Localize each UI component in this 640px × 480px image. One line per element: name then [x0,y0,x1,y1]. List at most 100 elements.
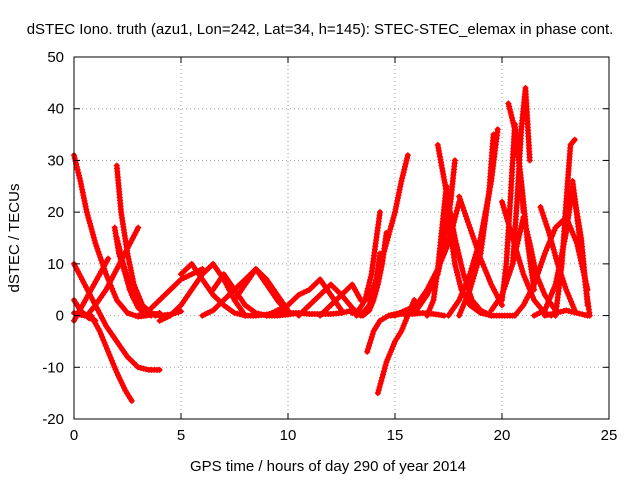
data-point [518,265,525,272]
data-point [538,283,545,290]
data-point [487,278,494,285]
data-point [125,283,132,290]
data-point [468,230,475,237]
data-point [571,234,578,241]
data-point [462,298,469,305]
data-point [108,357,115,364]
data-point [465,274,472,281]
data-point [404,152,411,159]
data-point [510,120,517,127]
data-point [466,286,473,293]
data-point [94,245,101,252]
data-point [385,231,392,238]
data-point [456,278,463,285]
y-axis-label: dSTEC / TECUs [6,184,23,293]
data-point [521,274,528,281]
data-point [123,275,130,282]
data-point [459,202,466,209]
data-point [111,363,118,370]
data-point [517,225,524,232]
data-point [463,213,470,220]
data-point [86,220,93,227]
data-point [97,331,104,338]
data-point [389,217,396,224]
x-tick-label: 0 [70,427,78,444]
data-point [463,295,470,302]
data-point [377,209,384,216]
data-point [456,312,463,319]
data-point [156,317,163,324]
data-point [135,224,142,231]
data-point [516,257,523,264]
data-point [135,364,142,371]
data-point [465,221,472,228]
data-point [364,348,371,355]
data-point [527,288,534,295]
data-point [571,136,578,143]
data-point [73,163,80,170]
data-point [470,235,477,242]
data-point [481,264,488,271]
data-point [386,228,393,235]
data-point [411,297,418,304]
data-point [545,298,552,305]
data-point [178,276,184,283]
data-point [535,267,542,274]
data-point [454,272,461,279]
data-point [115,240,122,247]
data-point [526,285,533,292]
data-point [544,224,551,231]
data-point [451,157,458,164]
data-point [540,253,547,260]
data-point [548,238,555,245]
data-point [374,390,381,397]
data-point [109,285,116,292]
data-point [531,281,538,288]
data-point [501,207,508,214]
data-point [510,237,517,244]
data-point [104,274,111,281]
data-point [88,226,95,233]
data-point [507,266,514,273]
data-point [410,303,417,310]
data-point [523,279,530,286]
data-point [91,237,98,244]
data-point [569,301,576,308]
data-point [534,273,541,280]
data-point [375,268,382,275]
data-point [540,288,547,295]
data-point [380,251,387,258]
data-point [279,304,286,311]
data-point [96,328,103,335]
data-point [563,286,570,293]
data-point [159,316,166,323]
data-point [526,157,533,164]
data-point [202,311,209,318]
data-point [470,275,477,282]
data-point [547,311,554,318]
data-point [471,238,478,245]
data-point [366,297,373,304]
data-point [128,397,135,404]
data-point [137,364,144,371]
data-point [381,245,388,252]
data-point [560,308,567,315]
data-point [388,220,395,227]
data-point [394,311,401,318]
data-point [372,276,379,283]
y-tick-label: 10 [47,256,64,273]
data-point [460,204,467,211]
data-point [568,308,575,315]
data-point [457,259,464,266]
data-point [460,301,467,308]
data-point [568,298,575,305]
data-point [301,289,308,296]
data-point [239,311,246,318]
data-point [455,250,462,257]
data-point [282,303,289,310]
data-point [505,221,512,228]
data-point [458,262,465,269]
data-point [464,219,471,226]
data-point [464,292,471,299]
data-point [471,270,478,277]
